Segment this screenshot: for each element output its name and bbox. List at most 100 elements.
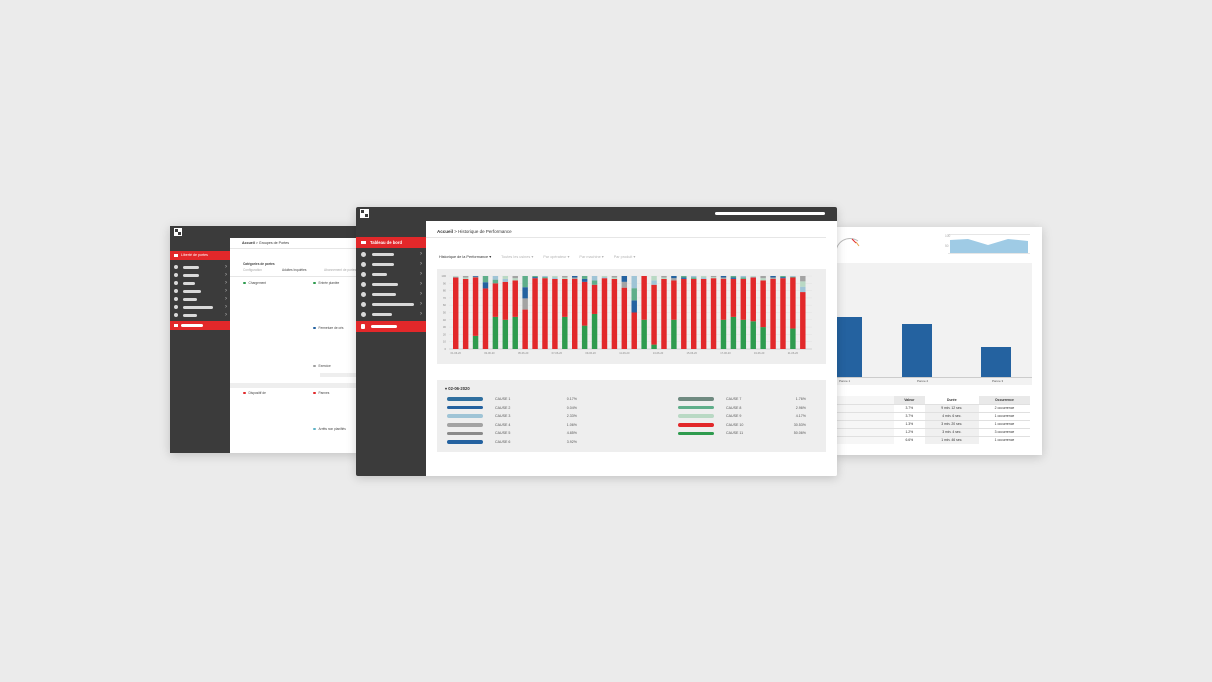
category-item[interactable]: Entrée plantée bbox=[313, 281, 339, 285]
bar-segment-top[interactable] bbox=[710, 276, 717, 278]
left-sidebar-item[interactable]: › bbox=[170, 295, 230, 303]
sidebar-item[interactable]: › bbox=[356, 279, 426, 289]
left-sidebar-item[interactable]: › bbox=[170, 303, 230, 311]
bar-segment-green[interactable] bbox=[760, 327, 766, 349]
bar-segment-green[interactable] bbox=[562, 316, 568, 349]
bar-segment-top[interactable] bbox=[700, 277, 707, 279]
bar-segment-top[interactable] bbox=[790, 276, 796, 277]
bar-segment-red[interactable] bbox=[611, 278, 618, 349]
legend-item[interactable]: CAUSE 1 bbox=[447, 397, 510, 401]
bar-segment-top[interactable] bbox=[691, 277, 697, 279]
bar-segment-red[interactable] bbox=[651, 284, 657, 345]
bar-segment-red[interactable] bbox=[581, 281, 588, 326]
filter-machine[interactable]: Par machine ▾ bbox=[579, 255, 604, 259]
bar-segment-top[interactable] bbox=[462, 277, 469, 279]
sidebar-item[interactable]: › bbox=[356, 269, 426, 279]
bar-segment-red[interactable] bbox=[780, 278, 786, 349]
bar-segment-red[interactable] bbox=[453, 277, 459, 349]
bar-segment-top[interactable] bbox=[800, 286, 806, 293]
bar-segment-top[interactable] bbox=[492, 279, 499, 284]
sidebar-item-ideas[interactable] bbox=[356, 321, 426, 332]
bar-segment-top[interactable] bbox=[681, 277, 687, 279]
legend-item[interactable]: CAUSE 3 bbox=[447, 414, 510, 418]
bar-segment-red[interactable] bbox=[562, 278, 568, 317]
bar-segment-green[interactable] bbox=[591, 313, 598, 349]
bar-segment-top[interactable] bbox=[552, 277, 558, 279]
bar-segment-red[interactable] bbox=[691, 278, 697, 349]
bar-segment-top[interactable] bbox=[621, 276, 628, 282]
bar-segment-top[interactable] bbox=[482, 276, 489, 283]
bar-segment-top[interactable] bbox=[572, 277, 578, 279]
legend-item[interactable]: CAUSE 9 bbox=[678, 414, 741, 418]
bar-segment-top[interactable] bbox=[572, 276, 578, 278]
bar-segment-green[interactable] bbox=[740, 319, 747, 349]
bar-segment-top[interactable] bbox=[611, 277, 618, 279]
bar-segment-top[interactable] bbox=[770, 277, 776, 279]
breadcrumb-home[interactable]: Accueil bbox=[242, 241, 255, 245]
bar-segment-top[interactable] bbox=[710, 277, 717, 279]
bar-segment-top[interactable] bbox=[651, 276, 657, 281]
bar-segment-top[interactable] bbox=[790, 276, 796, 278]
bar-segment-top[interactable] bbox=[453, 276, 459, 278]
bar-segment-top[interactable] bbox=[770, 276, 776, 278]
bar-segment-green[interactable] bbox=[502, 319, 509, 349]
bar-segment-red[interactable] bbox=[770, 278, 776, 349]
bar-segment-red[interactable] bbox=[502, 281, 509, 320]
bar-segment-top[interactable] bbox=[502, 276, 509, 279]
category-item[interactable]: Fermeture de cés bbox=[313, 326, 343, 330]
bar-segment-red[interactable] bbox=[800, 292, 806, 349]
bar-segment-red[interactable] bbox=[631, 312, 637, 350]
bar-segment-top[interactable] bbox=[740, 277, 747, 279]
bar-segment-top[interactable] bbox=[671, 278, 677, 281]
bar-segment-top[interactable] bbox=[780, 276, 786, 278]
bar-segment-top[interactable] bbox=[740, 276, 747, 278]
bar-segment-top[interactable] bbox=[800, 276, 806, 282]
bar-segment-red[interactable] bbox=[572, 278, 578, 349]
bar-segment-top[interactable] bbox=[532, 276, 538, 278]
bar-segment-red[interactable] bbox=[522, 309, 528, 349]
bar-segment-top[interactable] bbox=[730, 277, 737, 279]
bar-segment-top[interactable] bbox=[512, 276, 518, 279]
sidebar-item[interactable]: › bbox=[356, 309, 426, 319]
bar-segment-top[interactable] bbox=[631, 300, 637, 313]
bar-segment-top[interactable] bbox=[542, 276, 548, 278]
bar-segment-red[interactable] bbox=[482, 288, 489, 349]
bar-segment-top[interactable] bbox=[453, 276, 459, 277]
bar-segment-top[interactable] bbox=[512, 278, 518, 281]
bar-segment-top[interactable] bbox=[720, 277, 727, 279]
bar-segment-top[interactable] bbox=[542, 277, 548, 279]
bar-segment-top[interactable] bbox=[591, 280, 598, 285]
category-item[interactable]: Pannes bbox=[313, 391, 329, 395]
bar-segment-top[interactable] bbox=[681, 276, 687, 278]
bar-segment-top[interactable] bbox=[552, 276, 558, 278]
bar-segment-green[interactable] bbox=[651, 344, 657, 349]
bar-segment-red[interactable] bbox=[700, 278, 707, 349]
bar-segment-top[interactable] bbox=[502, 278, 509, 282]
legend-item[interactable]: CAUSE 8 bbox=[678, 406, 741, 410]
left-filter-3[interactable]: Abonnement de portes bbox=[324, 268, 357, 272]
sidebar-item[interactable]: › bbox=[356, 299, 426, 309]
bar-segment-top[interactable] bbox=[661, 276, 667, 278]
bar-segment-red[interactable] bbox=[730, 278, 737, 317]
bar-segment-top[interactable] bbox=[532, 277, 538, 279]
legend-item[interactable]: CAUSE 4 bbox=[447, 423, 510, 427]
bar-segment-green[interactable] bbox=[790, 328, 796, 349]
bar-segment-red[interactable] bbox=[720, 278, 727, 320]
bar-segment-top[interactable] bbox=[750, 276, 756, 278]
bar-segment-green[interactable] bbox=[472, 335, 479, 349]
bar-segment-red[interactable] bbox=[661, 278, 667, 349]
bar-segment-top[interactable] bbox=[720, 276, 727, 278]
bar-segment-green[interactable] bbox=[750, 321, 756, 349]
bar-2[interactable] bbox=[902, 324, 932, 377]
left-sidebar-item[interactable]: › bbox=[170, 287, 230, 295]
bar-segment-top[interactable] bbox=[562, 276, 568, 278]
bar-segment-red[interactable] bbox=[492, 283, 499, 317]
breadcrumb-home[interactable]: Accueil bbox=[437, 229, 454, 234]
bar-segment-red[interactable] bbox=[462, 278, 469, 349]
bar-segment-red[interactable] bbox=[512, 280, 518, 317]
bar-segment-top[interactable] bbox=[800, 281, 806, 287]
legend-date[interactable]: ▾ 02-06-2020 bbox=[445, 386, 470, 391]
bar-segment-green[interactable] bbox=[730, 316, 737, 349]
bar-segment-top[interactable] bbox=[522, 298, 528, 310]
bar-segment-red[interactable] bbox=[591, 284, 598, 314]
